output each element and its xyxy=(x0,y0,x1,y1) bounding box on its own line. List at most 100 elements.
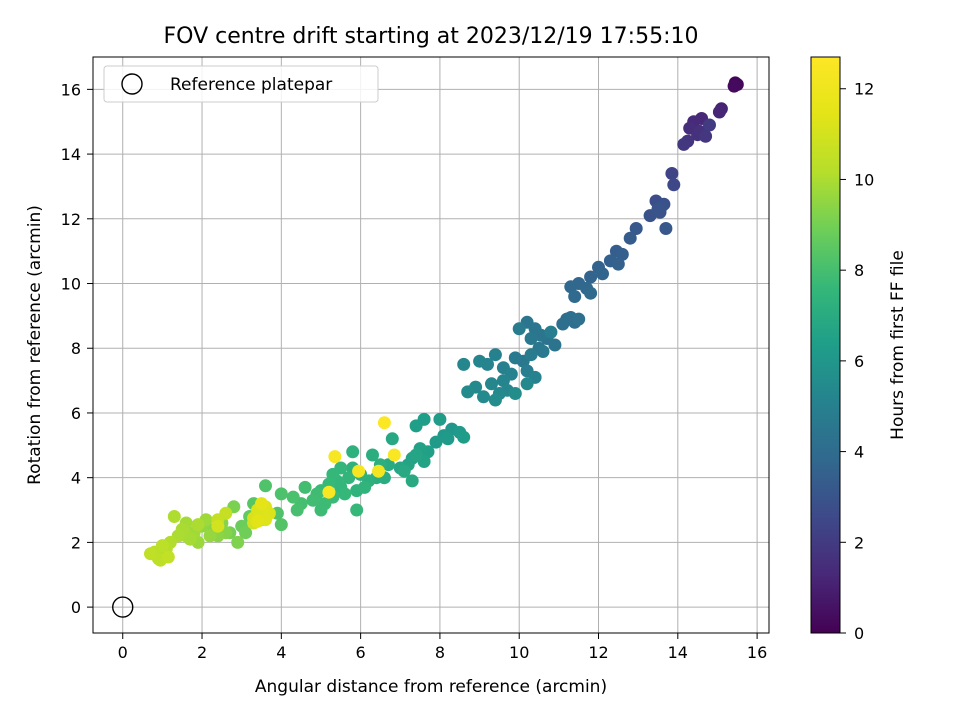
y-tick-label: 16 xyxy=(61,80,81,99)
chart-title: FOV centre drift starting at 2023/12/19 … xyxy=(164,24,699,49)
data-point xyxy=(155,539,169,553)
data-point xyxy=(251,514,264,528)
data-point xyxy=(651,202,665,216)
data-point xyxy=(409,419,423,433)
data-point xyxy=(508,351,522,365)
data-point xyxy=(203,529,217,543)
data-point xyxy=(338,487,352,501)
legend-label: Reference platepar xyxy=(170,75,332,95)
data-point xyxy=(306,493,320,507)
data-point xyxy=(429,435,443,449)
x-tick-label: 12 xyxy=(588,643,608,662)
legend: Reference platepar xyxy=(103,65,379,103)
legend-reference-marker xyxy=(121,73,143,95)
data-point xyxy=(629,222,643,235)
x-tick-label: 14 xyxy=(668,643,688,662)
data-point xyxy=(322,485,336,499)
data-point xyxy=(703,118,716,132)
data-point xyxy=(328,450,342,464)
data-point xyxy=(485,377,498,391)
data-point xyxy=(457,430,471,444)
data-point xyxy=(377,416,391,430)
reference-marker xyxy=(112,596,134,618)
data-point xyxy=(144,547,157,561)
data-point xyxy=(191,518,205,532)
data-point xyxy=(623,231,637,245)
data-point xyxy=(387,448,401,462)
colorbar-ticks: 0 2 4 6 8 10 12 xyxy=(840,80,874,643)
colorbar-tick-label: 2 xyxy=(854,533,864,552)
data-point xyxy=(712,105,726,119)
reference-point xyxy=(112,596,134,618)
data-point xyxy=(290,503,304,517)
data-point xyxy=(544,325,558,339)
data-point xyxy=(274,518,288,532)
x-axis: 0 2 4 6 8 10 12 14 16 xyxy=(118,633,767,662)
colorbar-tick-label: 0 xyxy=(854,624,864,643)
data-point xyxy=(211,519,225,533)
data-point xyxy=(667,178,681,192)
data-point xyxy=(314,503,328,517)
data-point xyxy=(350,503,364,517)
data-point xyxy=(274,487,288,501)
colorbar-gradient xyxy=(810,56,841,634)
data-point xyxy=(231,535,245,549)
x-tick-label: 10 xyxy=(509,643,529,662)
data-point xyxy=(584,270,598,284)
data-point xyxy=(508,387,522,400)
colorbar: 0 2 4 6 8 10 12 Hours from first FF file xyxy=(810,56,908,643)
x-axis-label: Angular distance from reference (arcmin) xyxy=(255,677,607,697)
y-tick-label: 14 xyxy=(61,145,81,164)
data-point xyxy=(596,267,609,281)
data-point xyxy=(488,393,502,407)
y-tick-label: 12 xyxy=(61,210,81,229)
legend-box xyxy=(103,65,379,103)
y-tick-label: 2 xyxy=(71,533,81,552)
data-point xyxy=(536,345,550,358)
data-point xyxy=(385,432,399,446)
x-tick-label: 0 xyxy=(118,643,128,662)
data-point xyxy=(405,474,419,488)
data-point xyxy=(699,129,713,143)
x-tick-label: 6 xyxy=(356,643,366,662)
y-axis: 0 2 4 6 8 10 12 14 16 xyxy=(61,80,93,617)
data-point xyxy=(524,332,538,345)
y-axis-label: Rotation from reference (arcmin) xyxy=(25,205,45,485)
data-point xyxy=(488,348,502,362)
data-point xyxy=(477,390,490,404)
y-tick-label: 4 xyxy=(71,469,81,488)
data-point xyxy=(473,354,487,368)
data-point xyxy=(659,222,673,235)
y-tick-label: 8 xyxy=(71,339,81,358)
data-point xyxy=(548,338,562,352)
data-point xyxy=(409,448,423,462)
data-point xyxy=(346,445,360,459)
data-point xyxy=(433,412,447,426)
x-tick-label: 4 xyxy=(276,643,286,662)
data-point xyxy=(167,510,181,523)
colorbar-tick-label: 10 xyxy=(854,170,874,189)
x-tick-label: 8 xyxy=(435,643,445,662)
data-point xyxy=(358,480,372,494)
data-point xyxy=(520,377,534,391)
x-tick-label: 2 xyxy=(197,643,207,662)
data-point xyxy=(572,312,586,326)
data-point xyxy=(366,448,379,462)
data-point xyxy=(556,317,570,331)
data-point xyxy=(665,167,679,180)
data-point xyxy=(259,479,272,493)
data-point xyxy=(397,464,411,478)
plot-frame xyxy=(92,56,770,634)
y-tick-label: 0 xyxy=(71,598,81,617)
data-point xyxy=(342,471,356,485)
data-points xyxy=(144,76,744,567)
x-tick-label: 16 xyxy=(747,643,767,662)
data-point xyxy=(239,526,253,540)
data-point xyxy=(441,432,455,446)
colorbar-tick-label: 4 xyxy=(854,443,864,462)
data-point xyxy=(534,328,548,342)
data-point xyxy=(677,137,691,151)
grid-lines xyxy=(93,57,769,633)
data-point xyxy=(298,480,312,494)
